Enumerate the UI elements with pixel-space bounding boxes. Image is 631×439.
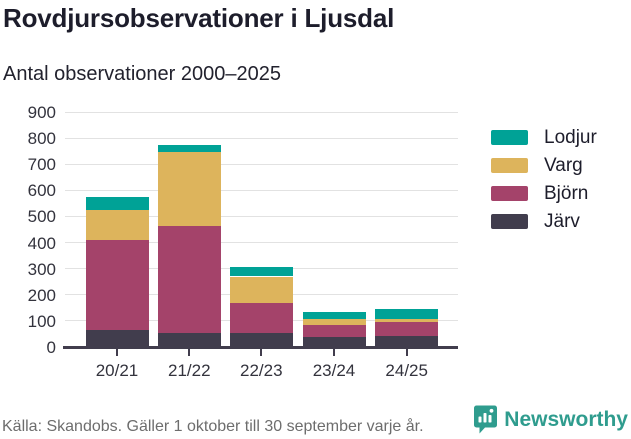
legend-label-björn: Björn (544, 183, 589, 204)
x-axis-tick-24/25 (405, 349, 408, 356)
bar-segment-järv-20/21 (85, 330, 149, 347)
x-axis-label-20/21: 20/21 (95, 361, 139, 380)
bar-segment-lodjur-24/25 (375, 308, 439, 319)
y-axis-label-300: 300 (27, 259, 56, 279)
bar-segment-varg-21/22 (157, 152, 221, 226)
legend-label-varg: Varg (544, 155, 583, 176)
legend-item-lodjur: Lodjur (491, 127, 597, 148)
x-axis-label-21/22: 21/22 (168, 361, 211, 380)
y-axis-label-100: 100 (27, 311, 56, 331)
x-axis-tick-20/21 (116, 349, 118, 356)
chart-subtitle: Antal observationer 2000–2025 (3, 63, 281, 85)
bar-segment-björn-24/25 (375, 322, 439, 337)
source-note: Källa: Skandobs. Gäller 1 oktober till 3… (2, 418, 424, 435)
bar-segment-järv-22/23 (229, 333, 293, 347)
y-axis-label-0: 0 (46, 338, 56, 357)
chart-title: Rovdjursobservationer i Ljusdal (3, 3, 395, 33)
gridline-900 (65, 111, 458, 113)
legend-item-varg: Varg (491, 155, 597, 176)
legend-item-björn: Björn (491, 183, 597, 204)
legend-swatch-lodjur (491, 130, 528, 145)
x-axis-line (63, 346, 458, 349)
bar-segment-lodjur-23/24 (302, 311, 366, 319)
x-axis-label-22/23: 22/23 (240, 361, 283, 380)
y-axis-label-500: 500 (27, 207, 56, 227)
bar-segment-lodjur-22/23 (229, 266, 293, 277)
x-axis-label-24/25: 24/25 (385, 361, 428, 380)
gridline-500 (65, 215, 458, 217)
bar-segment-varg-22/23 (229, 276, 293, 304)
legend-swatch-varg (491, 158, 528, 173)
bar-segment-varg-20/21 (85, 209, 149, 240)
bar-segment-varg-23/24 (302, 318, 366, 326)
bar-segment-järv-23/24 (302, 337, 366, 347)
y-axis-label-600: 600 (27, 181, 56, 201)
y-axis-label-700: 700 (27, 155, 56, 175)
gridline-800 (65, 137, 458, 139)
bar-segment-lodjur-21/22 (157, 144, 221, 153)
y-axis-label-900: 900 (27, 103, 56, 122)
legend-label-lodjur: Lodjur (544, 127, 597, 148)
x-axis-tick-23/24 (333, 349, 335, 356)
bar-segment-björn-21/22 (157, 225, 221, 333)
y-axis-label-200: 200 (27, 285, 56, 305)
legend-item-järv: Järv (491, 211, 597, 232)
legend: Lodjur Varg Björn Järv (491, 127, 597, 242)
x-axis-tick-21/22 (188, 349, 191, 356)
newsworthy-wordmark: Newsworthy (504, 407, 628, 431)
gridline-600 (65, 189, 458, 191)
gridline-700 (65, 163, 458, 165)
bar-segment-järv-24/25 (375, 336, 439, 347)
legend-label-järv: Järv (544, 211, 580, 232)
bar-segment-varg-24/25 (375, 318, 439, 323)
x-axis-tick-22/23 (260, 349, 263, 356)
bar-segment-björn-23/24 (302, 325, 366, 338)
x-axis-label-23/24: 23/24 (312, 361, 356, 380)
y-axis-label-400: 400 (27, 233, 56, 253)
bar-segment-järv-21/22 (157, 332, 221, 347)
legend-swatch-björn (491, 186, 528, 201)
y-axis-label-800: 800 (27, 129, 56, 149)
gridline-400 (65, 242, 458, 244)
newsworthy-bubble-chart-icon (474, 405, 498, 434)
legend-swatch-järv (491, 214, 528, 229)
newsworthy-logo: Newsworthy (474, 405, 628, 434)
bar-segment-björn-22/23 (229, 303, 293, 334)
bar-segment-lodjur-20/21 (85, 197, 149, 210)
bar-segment-björn-20/21 (85, 239, 149, 331)
